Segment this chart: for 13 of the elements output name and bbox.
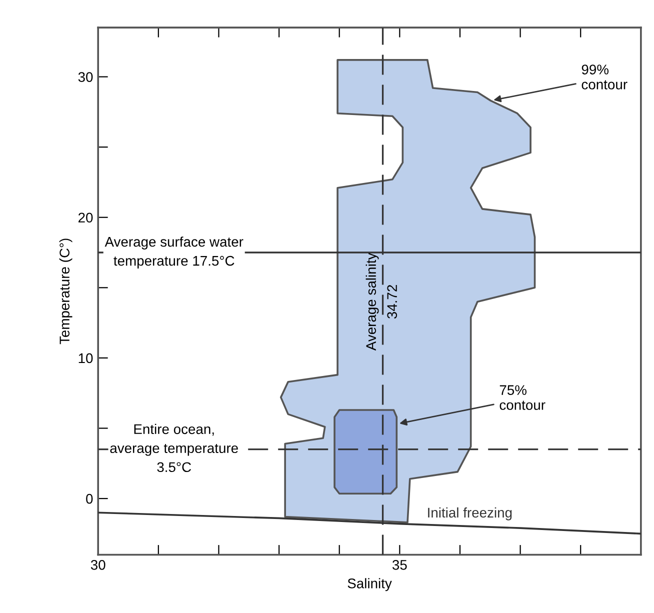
annotation: 75% contour — [500, 385, 546, 410]
x-tick-label: 35 — [392, 560, 407, 570]
y-axis-title: Temperature (C°) — [59, 238, 72, 344]
x-axis-title: Salinity — [348, 578, 392, 592]
y-tick-label: 0 — [86, 494, 93, 504]
ref-line-label: Average surface water temperature 17.5°C — [104, 236, 244, 268]
annotation: 99% contour — [582, 64, 628, 90]
ref-line-label: Entire ocean, average temperature 3.5°C — [110, 424, 238, 472]
y-tick-label: 30 — [78, 72, 93, 82]
y-tick-label: 20 — [78, 212, 93, 223]
y-tick-label: 10 — [78, 353, 93, 364]
ref-line-label: Average salinity 34.72 — [366, 252, 398, 351]
series-label: Initial freezing — [428, 507, 512, 520]
